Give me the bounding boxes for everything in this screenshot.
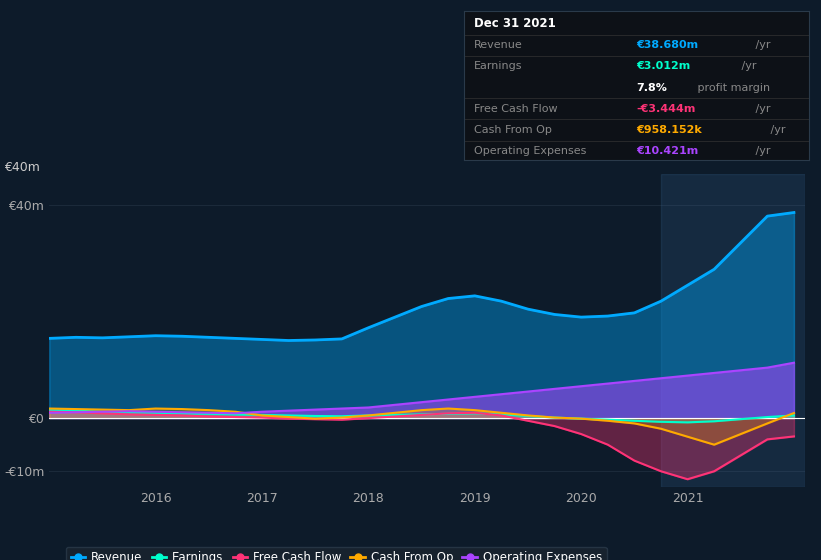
Text: €10.421m: €10.421m [636,146,699,156]
Text: €38.680m: €38.680m [636,40,699,50]
Text: profit margin: profit margin [695,82,770,92]
Legend: Revenue, Earnings, Free Cash Flow, Cash From Op, Operating Expenses: Revenue, Earnings, Free Cash Flow, Cash … [66,547,607,560]
Text: /yr: /yr [752,40,771,50]
Text: Revenue: Revenue [475,40,523,50]
Text: €40m: €40m [4,161,39,174]
Text: Operating Expenses: Operating Expenses [475,146,586,156]
Text: /yr: /yr [752,104,771,114]
Text: Cash From Op: Cash From Op [475,125,552,135]
Text: €3.012m: €3.012m [636,62,690,71]
Text: Dec 31 2021: Dec 31 2021 [475,17,556,30]
Text: 7.8%: 7.8% [636,82,667,92]
Text: €958.152k: €958.152k [636,125,702,135]
Bar [661,174,805,487]
Text: /yr: /yr [752,146,771,156]
Text: -€3.444m: -€3.444m [636,104,695,114]
Text: Free Cash Flow: Free Cash Flow [475,104,557,114]
Text: Earnings: Earnings [475,62,523,71]
Text: /yr: /yr [767,125,785,135]
Text: /yr: /yr [737,62,756,71]
